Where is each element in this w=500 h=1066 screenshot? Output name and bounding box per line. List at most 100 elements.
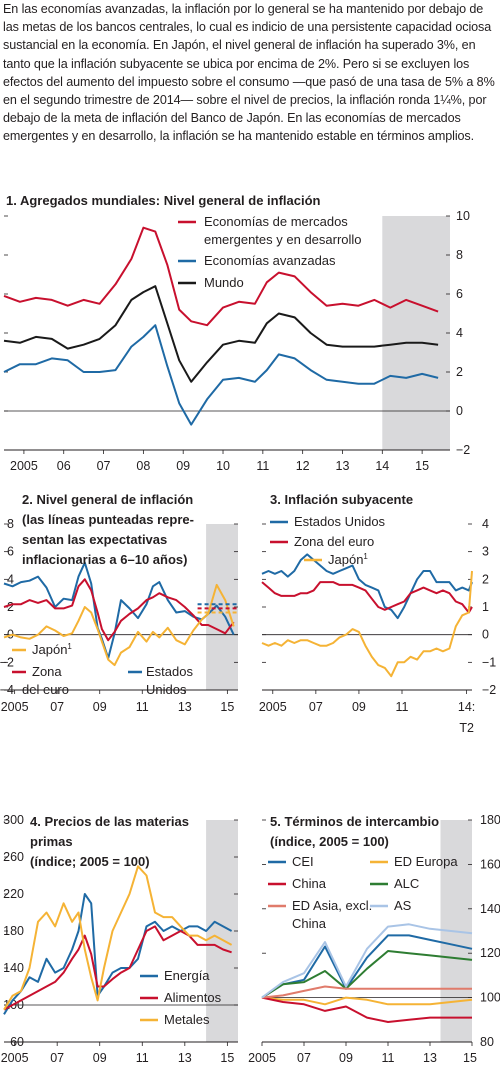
panel-title: 2. Nivel general de inflación bbox=[22, 492, 193, 507]
x-tick-label: 2005 bbox=[1, 1051, 29, 1065]
y-tick-label: 180 bbox=[480, 813, 500, 827]
legend-label: China bbox=[292, 916, 327, 931]
y-tick-label: 2 bbox=[7, 600, 14, 614]
legend-label: CEI bbox=[292, 854, 314, 869]
y-tick-label: 120 bbox=[480, 946, 500, 960]
y-tick-label: 6 bbox=[7, 545, 14, 559]
series-line-red bbox=[3, 226, 439, 327]
legend-label: ED Europa bbox=[394, 854, 458, 869]
y-tick-label: 180 bbox=[3, 924, 24, 938]
panel-1: −2 0 2 4 6 8 10 2005 06 07 08 09 10 11 12 13 14 15 1. Agre… bbox=[3, 193, 470, 473]
series-line-blue bbox=[261, 934, 473, 999]
projection-shade bbox=[206, 524, 238, 690]
projection-shade bbox=[206, 820, 238, 1042]
x-tick-label: 2005 bbox=[1, 700, 29, 714]
x-tick-label: 11 bbox=[136, 700, 149, 714]
x-tick-label: 09 bbox=[339, 1051, 353, 1065]
y-tick-label: 300 bbox=[3, 813, 24, 827]
series-line-yellow bbox=[3, 865, 233, 1011]
y-tick-label: 8 bbox=[7, 517, 14, 531]
series-line-blue bbox=[3, 893, 233, 1015]
x-tick-label: 07 bbox=[50, 700, 64, 714]
panel-title: (índice, 2005 = 100) bbox=[270, 834, 389, 849]
panel-title: 1. Agregados mundiales: Nivel general de… bbox=[6, 193, 321, 208]
legend-label: Mundo bbox=[204, 275, 244, 290]
y-tick-label: 0 bbox=[482, 628, 489, 642]
panel-3: −2 −1 0 1 2 3 4 2005 07 09 11 14: T2 3. Inflación sub… bbox=[259, 492, 496, 735]
legend-label: Estados Unidos bbox=[294, 514, 386, 529]
x-tick-label: 14 bbox=[375, 459, 389, 473]
x-tick-label: 10 bbox=[216, 459, 230, 473]
x-tick-label: 13 bbox=[336, 459, 350, 473]
x-tick-label: 09 bbox=[176, 459, 190, 473]
legend-label: del euro bbox=[22, 682, 69, 697]
y-tick-label: 6 bbox=[456, 287, 463, 301]
y-tick-label: 4 bbox=[482, 517, 489, 531]
panel-title: 4. Precios de las materias bbox=[30, 814, 189, 829]
legend-label: China bbox=[292, 876, 327, 891]
legend-label: Alimentos bbox=[164, 990, 222, 1005]
panel-5: 80 100 120 140 160 180 2005 07 09 11 13 15 5. Términ… bbox=[248, 813, 500, 1065]
panel-title: 3. Inflación subyacente bbox=[270, 492, 413, 507]
y-tick-label: 220 bbox=[3, 887, 24, 901]
y-tick-label: −1 bbox=[482, 655, 496, 669]
y-tick-label: 10 bbox=[456, 209, 470, 223]
x-tick-label: 11 bbox=[256, 459, 269, 473]
legend-label: Unidos bbox=[146, 682, 187, 697]
x-tick-label: 14: bbox=[458, 700, 475, 714]
y-tick-label: 4 bbox=[7, 572, 14, 586]
legend-label: Estados bbox=[146, 664, 193, 679]
x-tick-label: 15 bbox=[415, 459, 429, 473]
panel-title: (las líneas punteadas repre- bbox=[22, 512, 194, 527]
intro-paragraph: En las economías avanzadas, la inflación… bbox=[3, 2, 495, 144]
x-tick-label: 13 bbox=[178, 700, 192, 714]
x-tick-label: T2 bbox=[459, 721, 474, 735]
x-tick-label: 15 bbox=[220, 1051, 234, 1065]
panel-title: primas bbox=[30, 834, 73, 849]
x-tick-label: 07 bbox=[309, 700, 323, 714]
series-line-yellow bbox=[3, 583, 235, 667]
panel-title: 5. Términos de intercambio bbox=[270, 814, 439, 829]
y-tick-label: 140 bbox=[3, 961, 24, 975]
legend-label: ALC bbox=[394, 876, 419, 891]
y-tick-label: −4 bbox=[0, 683, 14, 697]
series-line-black bbox=[3, 285, 439, 383]
legend-label: Zona bbox=[32, 664, 62, 679]
x-tick-label: 11 bbox=[136, 1051, 149, 1065]
panel-title: sentan las expectativas bbox=[22, 532, 167, 547]
x-tick-label: 15 bbox=[463, 1051, 477, 1065]
y-tick-label: 0 bbox=[456, 404, 463, 418]
series-line-green bbox=[261, 950, 473, 999]
y-tick-label: −2 bbox=[482, 683, 496, 697]
legend-label: Japón1 bbox=[32, 642, 72, 657]
x-tick-label: 09 bbox=[93, 1051, 107, 1065]
x-tick-label: 2005 bbox=[10, 459, 38, 473]
y-tick-label: 80 bbox=[480, 1035, 494, 1049]
series-line-lightblue bbox=[261, 923, 473, 999]
legend-label: Zona del euro bbox=[294, 534, 374, 549]
x-tick-label: 11 bbox=[382, 1051, 395, 1065]
legend-label: Economías avanzadas bbox=[204, 253, 336, 268]
series-line-blue bbox=[3, 324, 439, 426]
series-line-red bbox=[261, 996, 472, 1023]
legend-label: Economías de mercados bbox=[204, 214, 348, 229]
x-tick-label: 08 bbox=[136, 459, 150, 473]
legend-label: emergentes y en desarrollo bbox=[204, 232, 362, 247]
y-tick-label: 1 bbox=[482, 600, 489, 614]
x-tick-label: 11 bbox=[396, 700, 409, 714]
x-tick-label: 07 bbox=[297, 1051, 311, 1065]
legend-label: ED Asia, excl. bbox=[292, 898, 372, 913]
legend-label: Metales bbox=[164, 1012, 210, 1027]
y-tick-label: 160 bbox=[480, 857, 500, 871]
y-tick-label: 2 bbox=[456, 365, 463, 379]
x-tick-label: 09 bbox=[352, 700, 366, 714]
x-tick-label: 15 bbox=[220, 700, 234, 714]
y-tick-label: 3 bbox=[482, 545, 489, 559]
x-tick-label: 09 bbox=[93, 700, 107, 714]
x-tick-label: 12 bbox=[296, 459, 310, 473]
x-tick-label: 13 bbox=[178, 1051, 192, 1065]
y-tick-label: 140 bbox=[480, 902, 500, 916]
